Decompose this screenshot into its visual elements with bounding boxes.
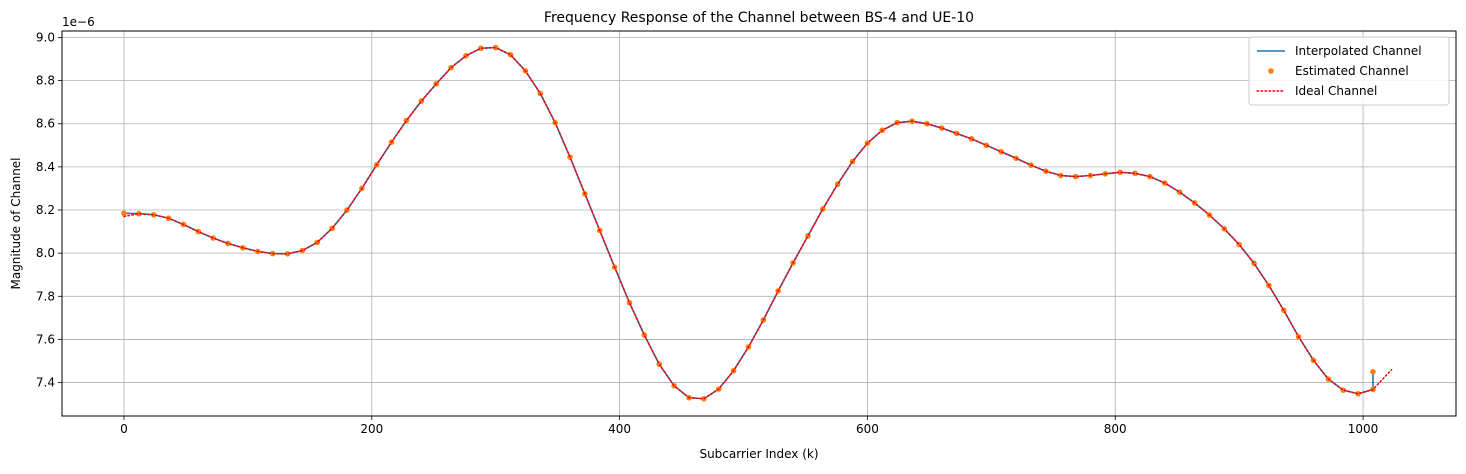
y-tick-label: 9.0 [36,30,55,44]
estimated-point [1370,368,1376,375]
estimated-point [136,210,142,217]
y-tick-label: 8.0 [36,246,55,260]
estimated-point [626,299,633,306]
ideal-channel-line [123,46,1393,400]
x-tick-label: 0 [120,422,128,436]
estimated-point [953,130,960,137]
axis-ticks: 0 200 400 600 800 1000 7.4 7.6 7.8 8.0 8.2 8.4 8.6 8.… [36,30,1378,436]
legend-box [1248,36,1450,106]
x-axis-label: Subcarrier Index (k) [699,447,818,461]
estimated-point [284,251,291,257]
x-tick-label: 200 [360,422,383,436]
plot-area [121,44,1393,402]
y-tick-label: 7.6 [36,332,55,346]
grid [62,31,1456,416]
y-tick-label: 7.8 [36,289,55,303]
chart-title: Frequency Response of the Channel betwee… [544,10,974,26]
x-tick-label: 600 [856,422,879,436]
legend: Interpolated Channel Estimated Channel Ide… [1248,36,1450,106]
series-group [121,44,1393,402]
y-tick-label: 8.8 [36,74,55,88]
estimated-point [121,210,127,217]
x-tick-label: 1000 [1348,422,1379,436]
legend-label: Ideal Channel [1295,84,1377,98]
y-axis-label: Magnitude of Channel [9,157,23,289]
legend-symbol-estimated-channel [1268,68,1274,74]
estimated-point [983,142,990,149]
plot-frame [61,30,1457,417]
legend-label: Estimated Channel [1295,64,1409,78]
estimated-point [805,233,811,239]
y-tick-label: 8.4 [36,160,55,174]
x-tick-label: 400 [608,422,631,436]
y-axis-offset-label: 1e−6 [62,15,95,29]
estimated-point [1072,173,1079,180]
y-tick-label: 8.2 [36,203,55,217]
y-tick-label: 8.6 [36,117,55,131]
x-tick-label: 800 [1104,422,1127,436]
legend-label: Interpolated Channel [1295,44,1422,58]
y-tick-label: 7.4 [36,376,55,390]
estimated-point [641,332,648,338]
